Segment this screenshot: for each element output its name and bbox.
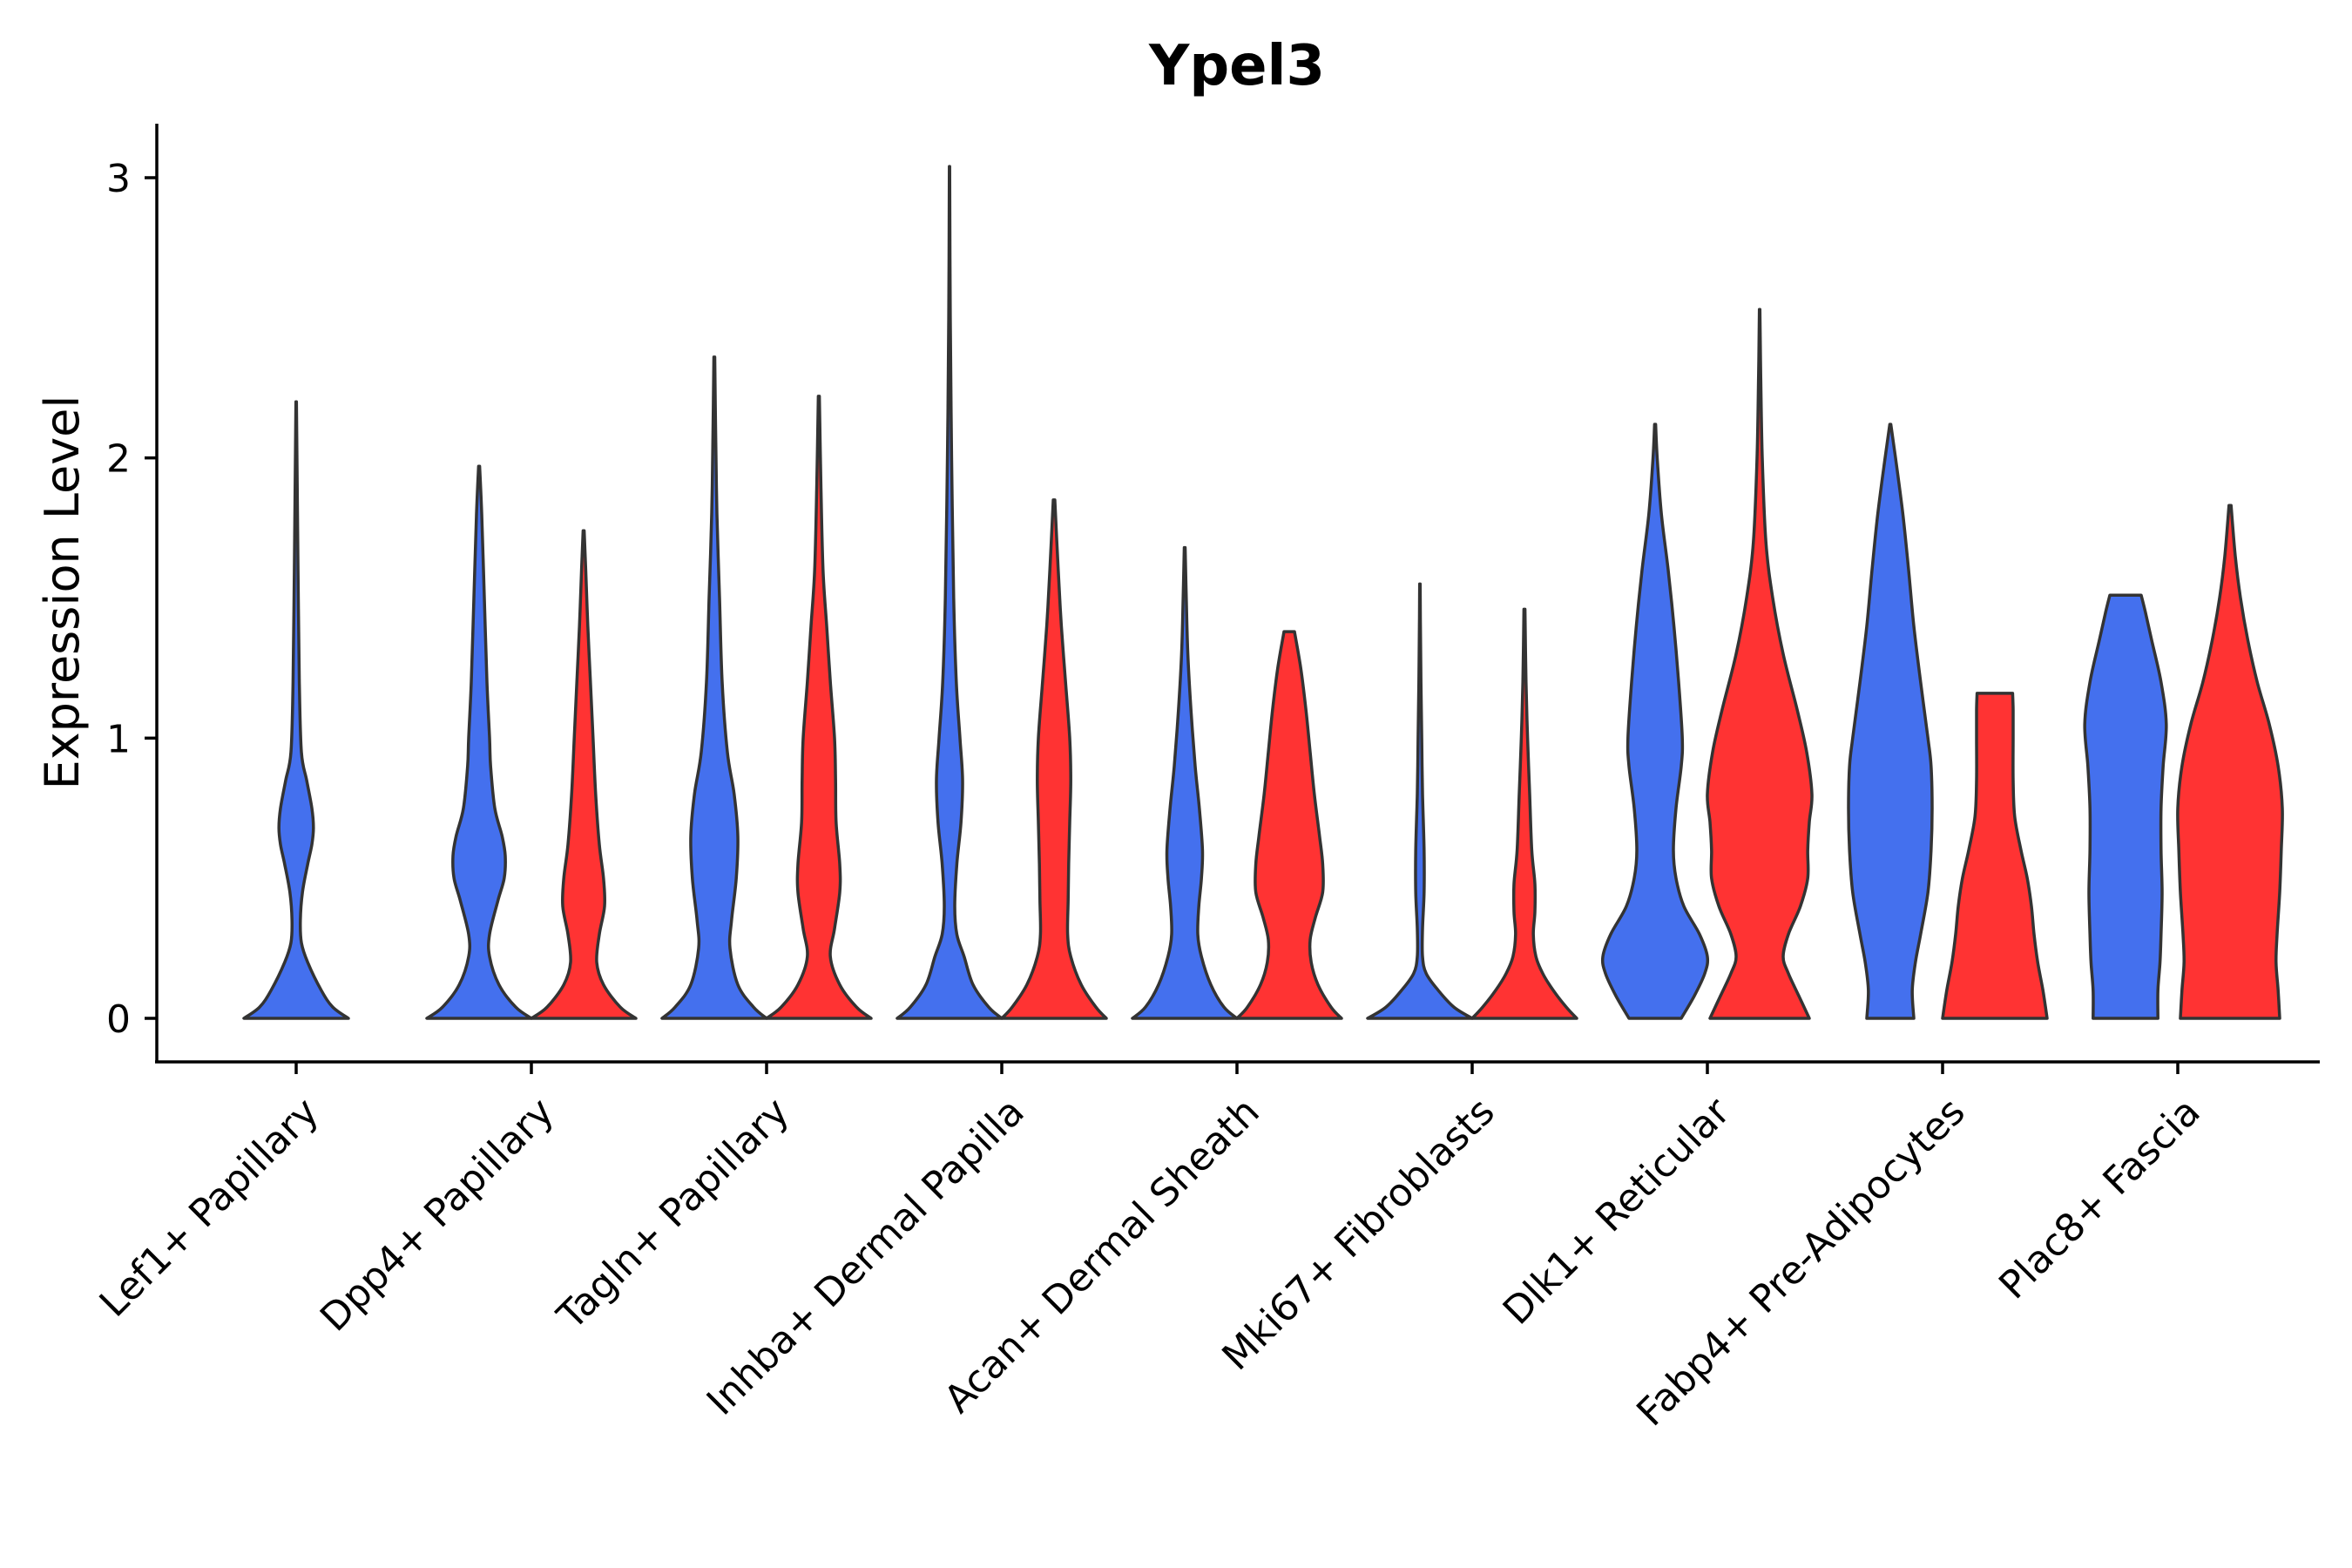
violin-group_b — [1470, 607, 1578, 1020]
violin-group_b — [530, 529, 638, 1020]
chart-title: Ypel3 — [1148, 34, 1325, 98]
violin-group_b — [765, 395, 873, 1020]
violin-group_b — [1000, 498, 1108, 1020]
violin-group_a — [242, 400, 350, 1020]
y-ticks: 0 1 2 3 — [106, 157, 157, 1042]
violin-group — [242, 165, 2284, 1020]
violin-group_a — [1366, 582, 1474, 1020]
violin-group_b — [1235, 630, 1343, 1020]
violin-group_a — [896, 165, 1004, 1020]
violin-group_b — [1941, 692, 2049, 1020]
y-tick-label: 0 — [106, 997, 131, 1042]
violin-group_a — [660, 355, 768, 1020]
violin-group_a — [425, 464, 533, 1020]
x-category-label: Mki67+ Fibroblasts — [1213, 1090, 1503, 1379]
violin-group_a — [1847, 422, 1934, 1020]
x-category-label: Lef1+ Papillary — [91, 1090, 328, 1326]
x-category-label: Dlk1+ Reticular — [1495, 1089, 1740, 1334]
y-tick-label: 3 — [106, 157, 131, 201]
violin-group_b — [2176, 504, 2284, 1020]
x-category-label: Plac8+ Fascia — [1990, 1090, 2209, 1308]
violin-group_a — [2083, 593, 2168, 1020]
y-tick-label: 1 — [106, 717, 131, 761]
x-category-label: Tagln+ Papillary — [549, 1090, 798, 1339]
violin-group_a — [1600, 422, 1710, 1020]
x-category-label: Dpp4+ Papillary — [312, 1090, 563, 1341]
violin-group_a — [1131, 545, 1239, 1020]
y-tick-label: 2 — [106, 437, 131, 482]
y-axis-label: Expression Level — [35, 395, 90, 790]
violin-group_b — [1706, 308, 1814, 1020]
